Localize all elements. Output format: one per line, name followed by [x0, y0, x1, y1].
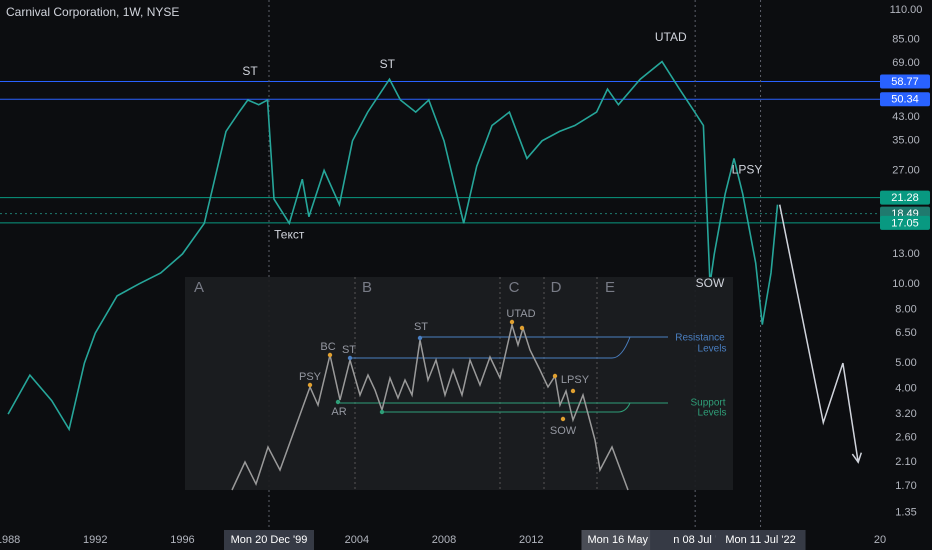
projection-line — [778, 204, 859, 463]
inset-panel — [185, 277, 733, 490]
resistance-lines — [350, 336, 668, 359]
date-label: Mon 11 Jul '22 — [725, 534, 795, 546]
support-label: Support — [690, 398, 725, 409]
annotation: SOW — [696, 276, 725, 290]
x-tick-label: 2012 — [519, 534, 543, 546]
price-label-box — [880, 74, 930, 89]
annotation: ST — [242, 64, 258, 78]
y-tick-label: 10.00 — [892, 278, 920, 290]
event-label: SOW — [550, 425, 577, 437]
price-label-box — [880, 92, 930, 107]
projection-arrowhead — [851, 452, 863, 464]
event-label: BC — [320, 341, 335, 353]
event-label: PSY — [299, 371, 322, 383]
wyckoff-inset: A B C D E PSY BC ST AR ST UTAD LPSY SOW … — [185, 277, 733, 491]
y-tick-label: 5.00 — [895, 357, 916, 369]
y-tick-label: 8.00 — [895, 303, 916, 315]
price-label: 58.77 — [891, 76, 919, 88]
y-tick-label: 27.00 — [892, 164, 920, 176]
x-tick-label: 1988 — [0, 534, 20, 546]
date-label: Mon 20 Dec '99 — [231, 534, 308, 546]
y-tick-label: 3.20 — [895, 408, 916, 420]
price-label: 50.34 — [891, 94, 919, 106]
annotation: Текст — [274, 227, 305, 241]
annotation: ST — [380, 57, 396, 71]
price-label: 21.28 — [891, 192, 919, 204]
date-label-box — [581, 530, 672, 550]
phase-label: D — [551, 279, 562, 296]
x-tick-label: 1992 — [83, 534, 107, 546]
annotation: UTAD — [655, 30, 687, 44]
price-axis — [880, 0, 932, 550]
date-label-box — [223, 530, 314, 550]
y-tick-label: 13.00 — [892, 248, 920, 260]
phase-label: B — [362, 279, 372, 296]
price-line — [7, 60, 779, 432]
y-tick-label: 85.00 — [892, 33, 920, 45]
event-label: ST — [414, 321, 428, 333]
chart-title: Carnival Corporation, 1W, NYSE — [6, 5, 179, 19]
x-tick-label: 2008 — [432, 534, 456, 546]
schematic-points — [307, 319, 576, 422]
price-label: 17.05 — [891, 217, 919, 229]
y-tick-label: 1.35 — [895, 507, 916, 519]
y-tick-label: 1.70 — [895, 480, 916, 492]
phase-label: A — [194, 279, 204, 296]
phase-dividers — [354, 277, 598, 490]
x-tick-label: 2004 — [345, 534, 369, 546]
y-tick-label: 2.10 — [895, 456, 916, 468]
y-tick-label: 6.50 — [895, 327, 916, 339]
date-label-box — [715, 530, 806, 550]
y-tick-label: 110.00 — [890, 4, 923, 16]
event-label: AR — [331, 406, 346, 418]
annotation: LPSY — [732, 163, 763, 177]
event-label: UTAD — [506, 308, 535, 320]
x-tick-label: 1996 — [170, 534, 194, 546]
event-label: ST — [342, 344, 356, 356]
y-tick-label: 69.00 — [892, 57, 920, 69]
y-tick-label: 4.00 — [895, 382, 916, 394]
price-label-box — [880, 215, 930, 230]
y-tick-label: 2.60 — [895, 432, 916, 444]
phase-label: C — [509, 279, 520, 296]
y-tick-label: 35.00 — [892, 135, 920, 147]
date-label: Mon 16 May '16 — [588, 534, 666, 546]
resistance-label: Resistance — [675, 333, 725, 344]
price-label-box — [880, 190, 930, 205]
y-tick-label: 43.00 — [892, 111, 920, 123]
support-lines — [340, 402, 668, 413]
resistance-label: Levels — [698, 344, 727, 355]
x-tick-label: 20 — [874, 534, 886, 546]
event-label: LPSY — [561, 374, 590, 386]
phase-label: E — [605, 279, 615, 296]
date-label: n 08 Jul ' — [673, 534, 717, 546]
support-label: Levels — [698, 408, 727, 419]
